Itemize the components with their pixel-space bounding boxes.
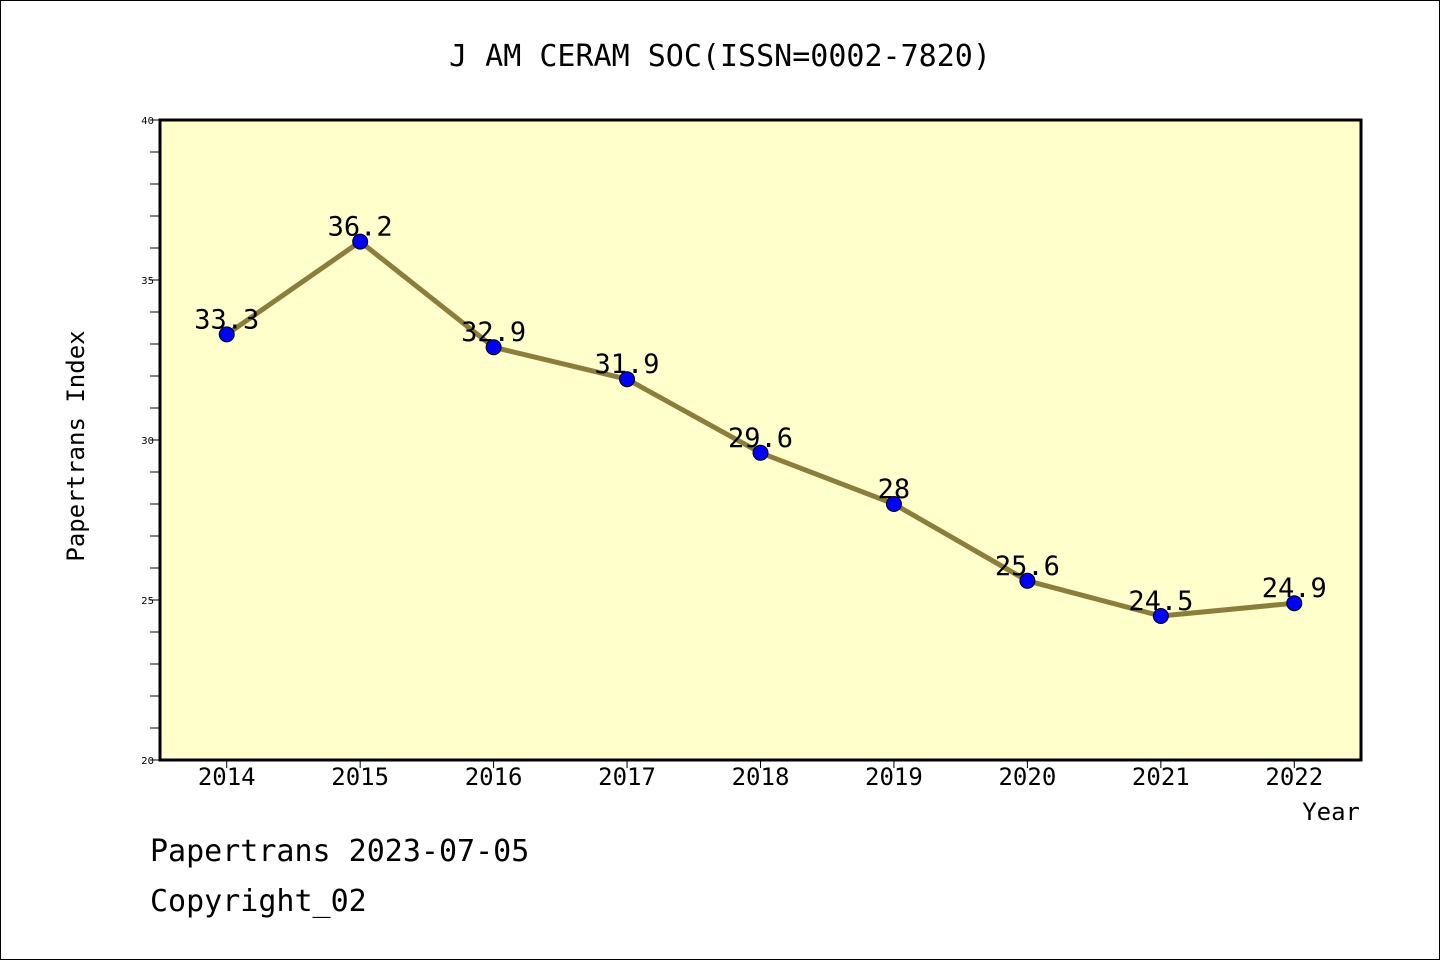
data-label: 25.6 xyxy=(995,551,1060,582)
data-label: 36.2 xyxy=(328,212,393,243)
y-tick-label: 30 xyxy=(141,436,154,447)
y-tick-label: 40 xyxy=(141,116,154,127)
footer-date: Papertrans 2023-07-05 xyxy=(150,834,530,869)
data-points xyxy=(218,233,1303,624)
data-label: 29.6 xyxy=(728,423,793,454)
data-point xyxy=(752,444,769,461)
data-point xyxy=(885,496,902,512)
y-tick-label: 25 xyxy=(141,596,154,607)
footer-copyright: Copyright_02 xyxy=(150,884,367,919)
data-point xyxy=(1019,572,1036,589)
data-label: 28 xyxy=(878,474,911,505)
y-axis-label: Papertrans Index xyxy=(62,330,90,561)
x-tick-label: 2017 xyxy=(598,763,656,791)
data-label: 24.9 xyxy=(1262,573,1327,604)
data-label: 24.5 xyxy=(1128,586,1193,617)
data-label: 32.9 xyxy=(461,317,526,348)
x-tick-label: 2022 xyxy=(1265,763,1323,791)
x-axis-ticks: 2014 2015 2016 2017 2018 2019 2020 2021 2022 xyxy=(198,760,1323,791)
x-tick-label: 2016 xyxy=(465,763,523,791)
data-label: 33.3 xyxy=(194,304,259,335)
plot-border xyxy=(158,118,1363,762)
chart-title: J AM CERAM SOC(ISSN=0002-7820) xyxy=(449,39,991,74)
y-tick-label: 35 xyxy=(141,276,154,287)
data-labels: 33.3 36.2 32.9 31.9 29.6 28 25.6 24.5 24.9 xyxy=(194,212,1327,617)
x-tick-label: 2021 xyxy=(1132,763,1190,791)
y-axis-ticks: 20 25 30 35 40 xyxy=(141,116,160,767)
x-tick-label: 2015 xyxy=(331,763,389,791)
plot-area xyxy=(160,120,1361,760)
x-tick-label: 2018 xyxy=(732,763,790,791)
data-point xyxy=(352,233,369,250)
x-tick-label: 2019 xyxy=(865,763,923,791)
x-axis-label: Year xyxy=(1302,798,1360,826)
data-point xyxy=(1152,608,1169,624)
data-point xyxy=(218,326,235,343)
data-point xyxy=(619,371,636,388)
data-point xyxy=(485,339,502,356)
y-tick-label: 20 xyxy=(141,756,154,767)
x-tick-label: 2020 xyxy=(998,763,1056,791)
data-point xyxy=(1286,595,1303,612)
x-tick-label: 2014 xyxy=(198,763,256,791)
data-label: 31.9 xyxy=(595,349,660,380)
